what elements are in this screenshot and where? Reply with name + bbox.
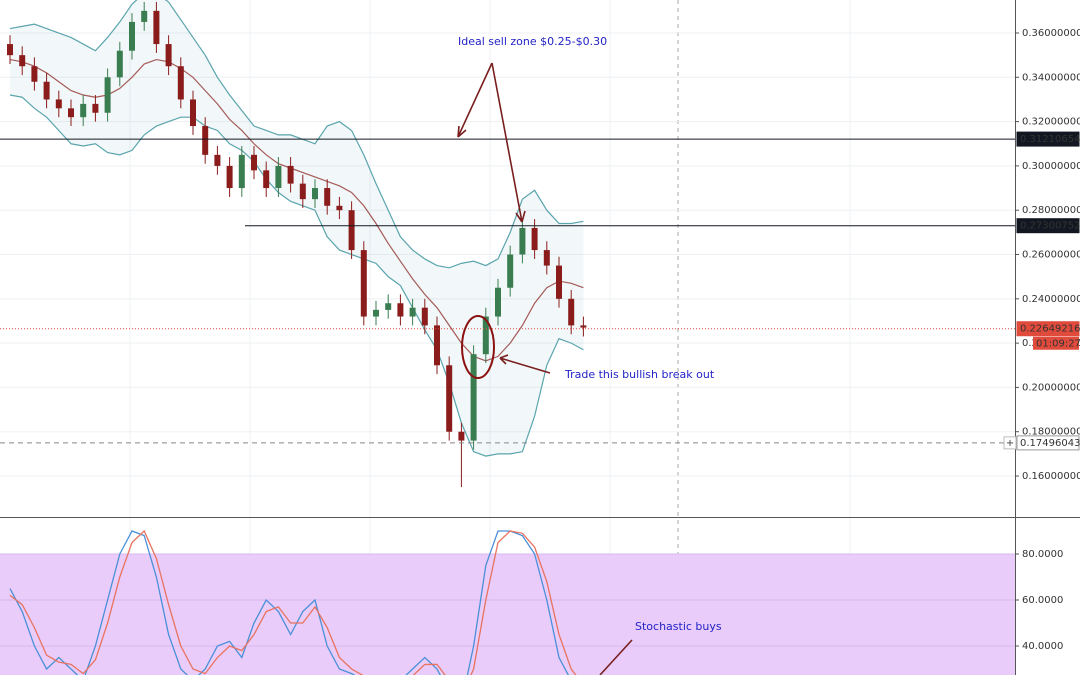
y-tick-label: 60.0000 — [1022, 595, 1063, 606]
candle-body — [19, 55, 26, 67]
y-tick-label: 0.36000000 — [1022, 28, 1080, 39]
candle-body — [141, 10, 148, 22]
candle-body — [202, 126, 209, 155]
candle-body — [507, 254, 514, 288]
main-pane — [0, 0, 1015, 488]
candle-body — [543, 250, 550, 266]
band-upper — [9, 0, 584, 269]
price-tag-label: 0.27300752 — [1020, 221, 1080, 232]
candle-body — [373, 309, 379, 317]
candle-body — [165, 44, 172, 67]
candle-body — [55, 99, 62, 109]
candle-body — [360, 250, 367, 317]
candle-body — [470, 354, 477, 441]
price-tag — [1016, 435, 1080, 451]
price-tag-label: 0.31210654 — [1020, 134, 1080, 145]
candle-body — [458, 431, 465, 441]
candle-body — [287, 165, 294, 184]
candle-body — [31, 66, 38, 82]
candle-body — [129, 21, 135, 51]
annotation: Stochastic buys — [635, 620, 722, 633]
stochastic-zone — [0, 554, 1015, 675]
candle-body — [275, 165, 282, 189]
y-tick-label: 0.28000000 — [1022, 205, 1080, 216]
candle-body — [336, 205, 343, 211]
candle-body — [385, 303, 392, 310]
countdown: 01:09:27 — [1036, 339, 1080, 350]
candle-body — [421, 307, 428, 326]
candle-body — [190, 99, 196, 127]
y-tick-label: 40.0000 — [1022, 641, 1063, 652]
y-tick-label: 0.32000000 — [1022, 117, 1080, 128]
arrow — [491, 62, 526, 223]
y-tick-label: 0.26000000 — [1022, 250, 1080, 261]
candle-body — [251, 154, 257, 171]
arrow — [457, 62, 493, 138]
annotation: Trade this bullish break out — [564, 368, 715, 381]
price-tag — [1016, 321, 1080, 337]
candle-body — [580, 325, 587, 328]
annotation: Ideal sell zone $0.25-$0.30 — [458, 35, 607, 48]
arrow — [599, 639, 633, 675]
candle-body — [80, 103, 87, 118]
candle-body — [556, 265, 562, 299]
candle-body — [397, 303, 404, 317]
candle-body — [214, 154, 221, 166]
stochastic-line — [9, 529, 577, 675]
candle-body — [519, 227, 526, 255]
candle-body — [531, 227, 538, 251]
arrows — [457, 62, 633, 675]
stochastic-pane — [0, 529, 1015, 675]
candle-body — [238, 154, 245, 189]
price-tag — [1016, 218, 1080, 234]
y-tick-label: 0.20000000 — [1022, 382, 1080, 393]
y-tick-label: 0.24000000 — [1022, 294, 1080, 305]
y-tick-label: 0.34000000 — [1022, 72, 1080, 83]
y-tick-label: 80.0000 — [1022, 549, 1063, 560]
candle-body — [116, 50, 123, 78]
band-fill — [10, 0, 584, 457]
candle-body — [43, 81, 50, 100]
candle-body — [446, 365, 453, 432]
countdown-tag — [1033, 336, 1079, 350]
candle-body — [568, 298, 575, 326]
candle-body — [153, 10, 160, 45]
price-tag-label: 0.17496043 — [1020, 438, 1080, 449]
candle-body — [68, 108, 74, 118]
plot — [0, 0, 1015, 675]
price-tag — [1016, 131, 1080, 147]
candle-body — [409, 307, 416, 317]
plus-icon — [1007, 439, 1013, 446]
y-tick-label: 0.18000000 — [1022, 427, 1080, 438]
candle-body — [312, 188, 318, 200]
price-tag-label: 0.22649216 — [1020, 324, 1080, 335]
y-tick-label: 0.16000000 — [1022, 471, 1080, 482]
candle-body — [7, 44, 13, 56]
candle-body — [299, 183, 306, 200]
candle-body — [482, 316, 489, 355]
candle-body — [226, 165, 233, 189]
candle-body — [348, 210, 355, 251]
candle-body — [263, 170, 270, 189]
candle-body — [324, 188, 331, 206]
candle-body — [434, 325, 440, 366]
candle-body — [92, 103, 99, 113]
candle-body — [495, 287, 501, 317]
band-lower — [9, 94, 584, 457]
candle-body — [177, 66, 184, 100]
y-tick-label: 0.30000000 — [1022, 161, 1080, 172]
arrow — [499, 354, 551, 374]
highlight-ellipse — [461, 315, 495, 379]
candle-body — [104, 77, 111, 113]
